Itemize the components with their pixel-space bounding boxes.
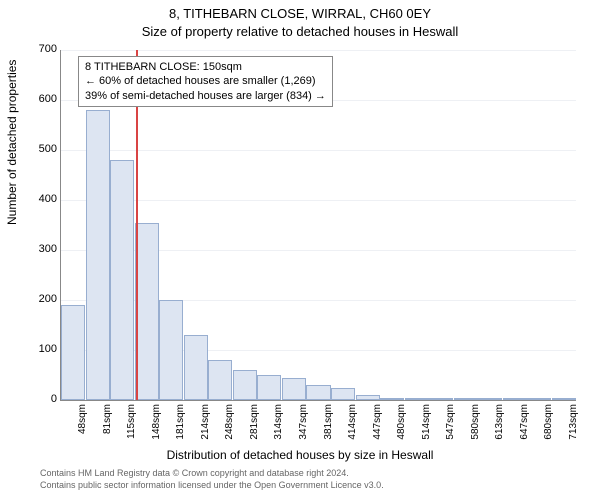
histogram-bar	[135, 223, 159, 401]
x-tick-label: 48sqm	[77, 404, 89, 454]
histogram-bar	[233, 370, 257, 400]
x-tick-label: 547sqm	[445, 404, 457, 454]
histogram-bar	[208, 360, 232, 400]
x-tick-label: 414sqm	[347, 404, 359, 454]
histogram-bar	[454, 398, 478, 400]
chart-title: 8, TITHEBARN CLOSE, WIRRAL, CH60 0EY	[0, 6, 600, 21]
attribution-line-2: Contains public sector information licen…	[40, 480, 384, 492]
histogram-bar	[405, 398, 429, 400]
y-tick-label: 600	[17, 93, 57, 105]
y-tick-label: 400	[17, 193, 57, 205]
x-tick-label: 214sqm	[200, 404, 212, 454]
annotation-box: 8 TITHEBARN CLOSE: 150sqm← 60% of detach…	[78, 56, 333, 107]
y-tick-label: 500	[17, 143, 57, 155]
histogram-bar	[159, 300, 183, 400]
x-tick-label: 248sqm	[224, 404, 236, 454]
annotation-line: ← 60% of detached houses are smaller (1,…	[85, 74, 326, 88]
x-tick-label: 514sqm	[421, 404, 433, 454]
histogram-bar	[86, 110, 110, 400]
x-tick-label: 480sqm	[396, 404, 408, 454]
histogram-bar	[552, 398, 576, 400]
histogram-bar	[61, 305, 85, 400]
gridline	[61, 150, 576, 151]
histogram-bar	[356, 395, 380, 400]
histogram-bar	[331, 388, 355, 401]
histogram-bar	[380, 398, 404, 401]
x-tick-label: 314sqm	[273, 404, 285, 454]
x-tick-label: 281sqm	[249, 404, 261, 454]
x-tick-label: 381sqm	[323, 404, 335, 454]
x-tick-label: 115sqm	[126, 404, 138, 454]
histogram-bar	[478, 398, 502, 400]
chart-container: 8, TITHEBARN CLOSE, WIRRAL, CH60 0EY Siz…	[0, 0, 600, 500]
x-tick-label: 447sqm	[372, 404, 384, 454]
x-tick-label: 647sqm	[519, 404, 531, 454]
y-tick-label: 700	[17, 43, 57, 55]
histogram-bar	[257, 375, 281, 400]
attribution-line-1: Contains HM Land Registry data © Crown c…	[40, 468, 384, 480]
histogram-bar	[429, 398, 453, 400]
x-tick-label: 580sqm	[470, 404, 482, 454]
y-tick-label: 300	[17, 243, 57, 255]
histogram-bar	[527, 398, 551, 400]
y-tick-label: 200	[17, 293, 57, 305]
y-tick-label: 0	[17, 393, 57, 405]
histogram-bar	[110, 160, 134, 400]
x-tick-label: 181sqm	[175, 404, 187, 454]
histogram-bar	[282, 378, 306, 401]
gridline	[61, 200, 576, 201]
chart-subtitle: Size of property relative to detached ho…	[0, 24, 600, 39]
x-tick-label: 347sqm	[298, 404, 310, 454]
annotation-line: 39% of semi-detached houses are larger (…	[85, 89, 326, 103]
histogram-bar	[503, 398, 527, 400]
x-tick-label: 680sqm	[543, 404, 555, 454]
attribution: Contains HM Land Registry data © Crown c…	[40, 468, 384, 491]
annotation-line: 8 TITHEBARN CLOSE: 150sqm	[85, 60, 326, 74]
x-tick-label: 81sqm	[102, 404, 114, 454]
x-tick-label: 148sqm	[151, 404, 163, 454]
y-tick-label: 100	[17, 343, 57, 355]
histogram-bar	[184, 335, 208, 400]
histogram-bar	[306, 385, 330, 400]
x-tick-label: 613sqm	[494, 404, 506, 454]
x-tick-label: 713sqm	[568, 404, 580, 454]
gridline	[61, 50, 576, 51]
